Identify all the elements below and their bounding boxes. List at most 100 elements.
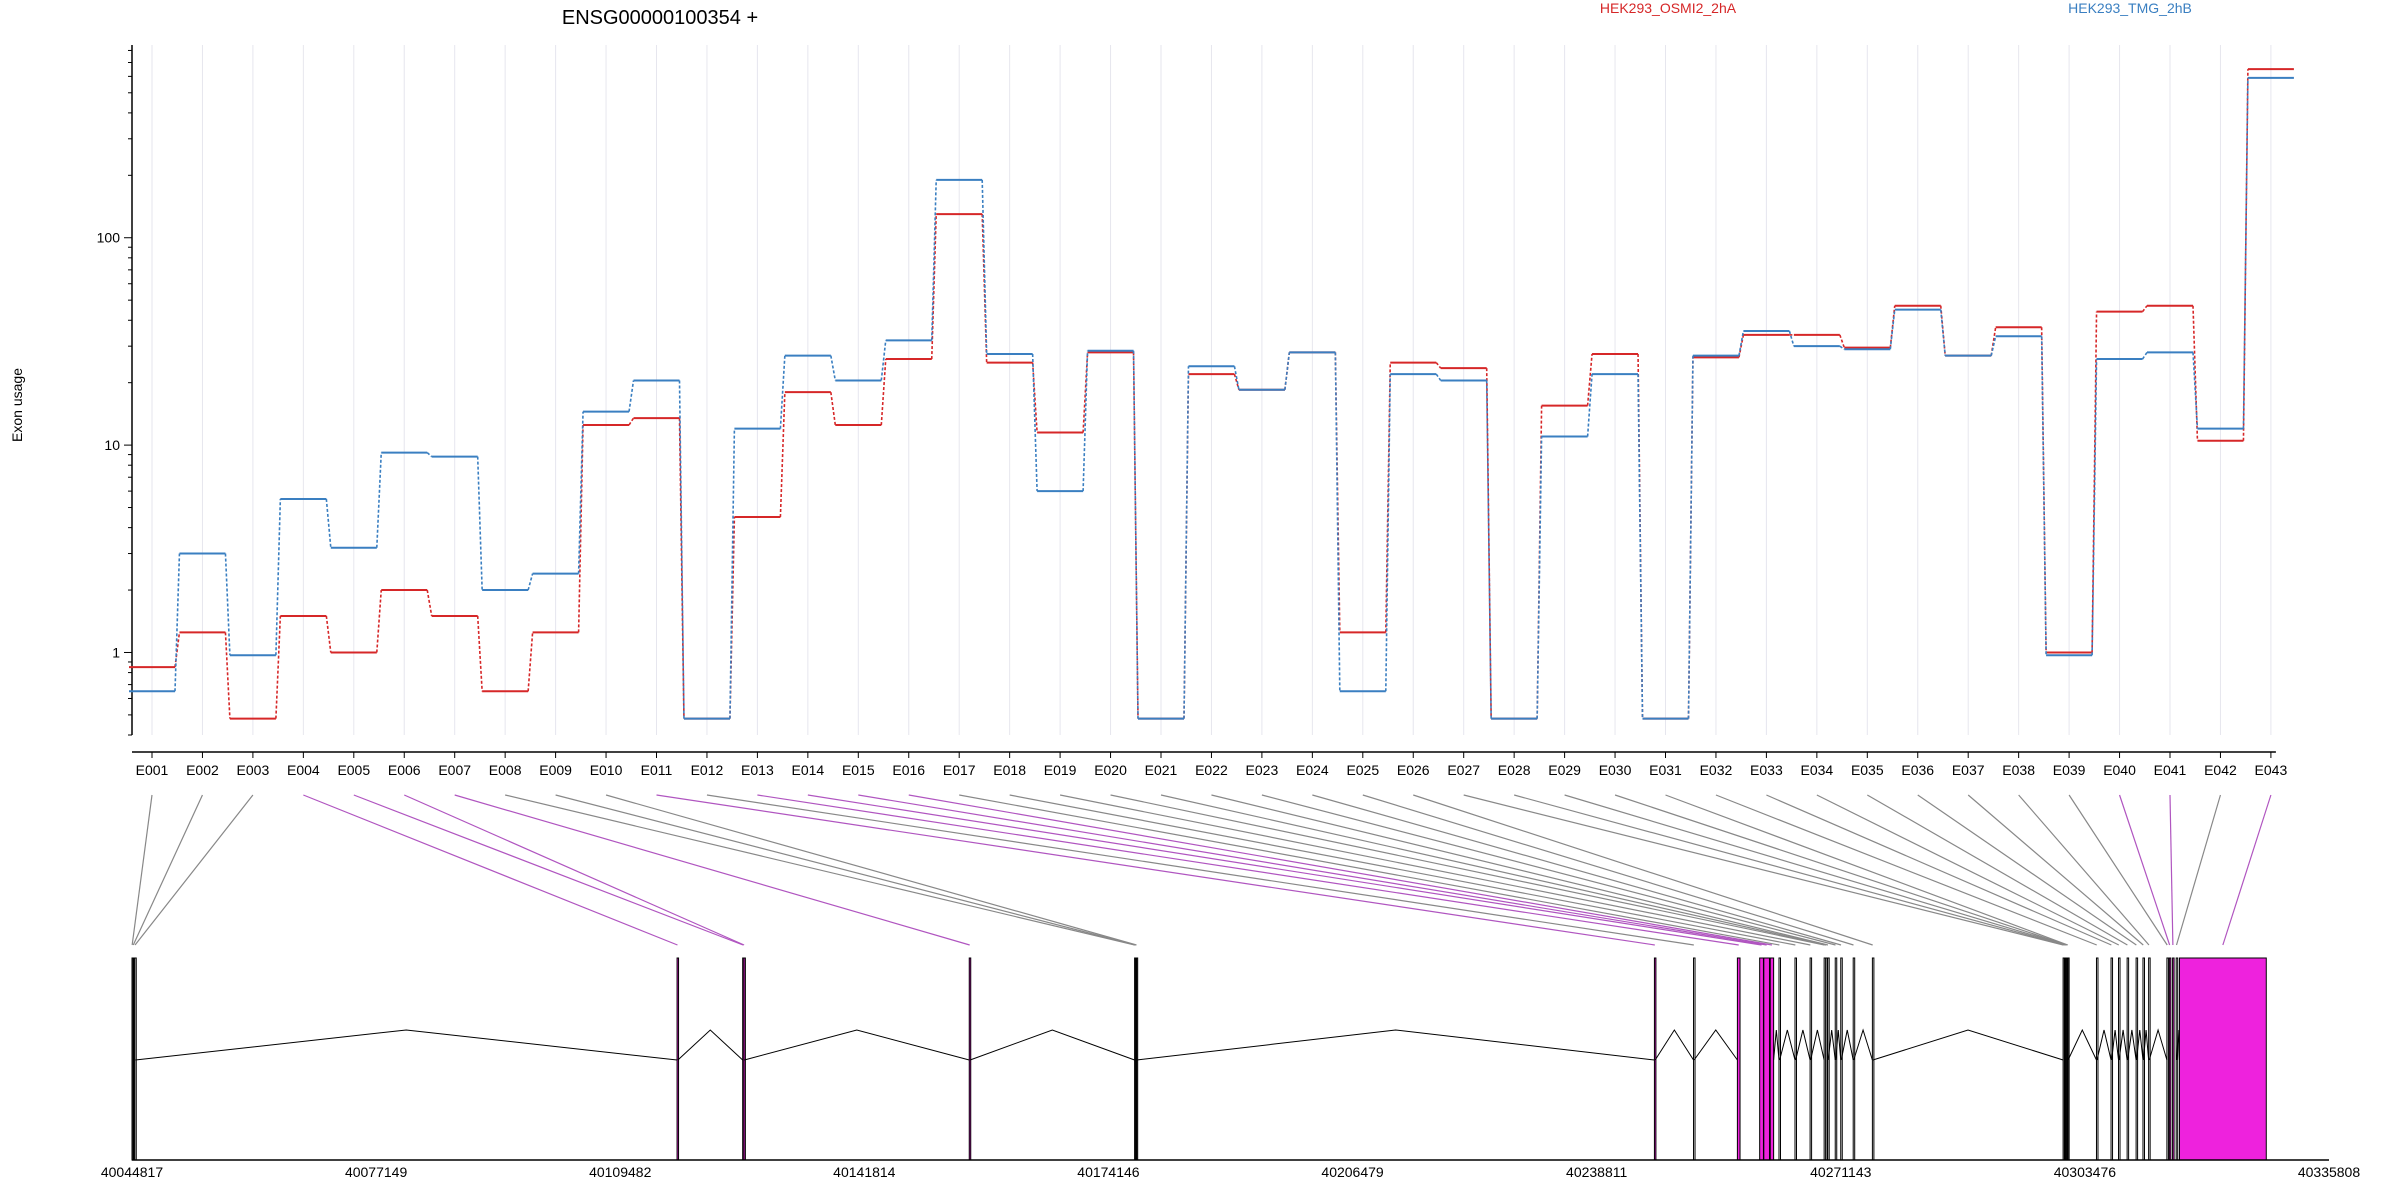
intron-line <box>969 1029 1135 1061</box>
intron-line <box>1835 1029 1842 1061</box>
series-connector <box>1031 362 1038 433</box>
exon-box <box>1736 957 1741 1161</box>
series-connector <box>981 179 988 355</box>
exon-connector <box>1413 794 1873 946</box>
x-tick-label: E013 <box>741 762 774 778</box>
x-tick-label: E006 <box>388 762 421 778</box>
intron-line <box>1827 1029 1836 1061</box>
intron-line <box>2111 1029 2120 1061</box>
coordinate-tick-label: 40044817 <box>101 1164 164 1180</box>
x-tick-label: E009 <box>539 762 572 778</box>
x-tick-label: E005 <box>337 762 370 778</box>
series-connector <box>1637 374 1644 719</box>
x-tick-label: E004 <box>287 762 320 778</box>
series-connector <box>779 392 786 518</box>
exon-connector <box>131 794 153 946</box>
series-connector <box>1738 334 1745 358</box>
intron-line <box>2127 1029 2137 1061</box>
exon-connector <box>2018 794 2150 946</box>
exon-box <box>968 957 972 1161</box>
series-connector <box>2141 351 2148 360</box>
legend: HEK293_OSMI2_2hA HEK293_TMG_2hB <box>1600 0 2192 16</box>
intron-line <box>1853 1028 1873 1061</box>
exon-connector <box>858 794 1767 946</box>
x-tick-label: E026 <box>1397 762 1430 778</box>
gene-model <box>131 957 2267 1161</box>
series-connector <box>325 498 332 548</box>
coordinate-tick-label: 40335808 <box>2298 1164 2361 1180</box>
intron-line <box>1693 1029 1738 1061</box>
series-connector <box>880 358 887 426</box>
exon-connector <box>1160 794 1827 946</box>
intron-line <box>1654 1029 1694 1061</box>
exon-connector <box>1261 794 1836 946</box>
x-tick-label: E018 <box>993 762 1026 778</box>
vertical-grid <box>151 45 2272 735</box>
series-connector <box>275 498 282 656</box>
x-tick-label: E032 <box>1700 762 1733 778</box>
exon-connector <box>1816 794 2120 946</box>
exon-connector <box>404 794 745 946</box>
series-connector <box>275 615 282 719</box>
series-connector <box>325 615 332 653</box>
exon-connector <box>134 794 254 946</box>
x-tick-label: E031 <box>1649 762 1682 778</box>
series-connector <box>1990 336 1997 356</box>
coordinate-tick-label: 40174146 <box>1077 1164 1140 1180</box>
series-connector <box>830 355 837 381</box>
exon-connector <box>1009 794 1796 946</box>
coordinate-tick-label: 40206479 <box>1321 1164 1384 1180</box>
exon-connector <box>505 794 1135 946</box>
x-tick-label: E033 <box>1750 762 1783 778</box>
chart-title: ENSG00000100354 + <box>562 7 758 29</box>
exon-box <box>743 957 746 1161</box>
series-connector <box>729 428 736 719</box>
series-connector <box>1334 352 1341 692</box>
series-connector <box>930 179 937 341</box>
series-connector <box>2040 336 2047 656</box>
exon-box <box>2178 957 2267 1161</box>
x-tick-label: E007 <box>438 762 471 778</box>
x-tick-label: E038 <box>2002 762 2035 778</box>
exon-connector <box>1766 794 2112 946</box>
exon-connector <box>132 794 203 946</box>
x-tick-label: E030 <box>1599 762 1632 778</box>
series-connector <box>577 424 584 633</box>
x-tick-label: E012 <box>691 762 724 778</box>
exon-connector <box>1211 794 1829 946</box>
exon-connector <box>2222 794 2272 946</box>
series-connector <box>880 340 887 381</box>
x-tick-label: E001 <box>136 762 169 778</box>
intron-line <box>1795 1029 1811 1061</box>
series-connector <box>930 214 937 360</box>
x-tick-label: E024 <box>1296 762 1329 778</box>
x-tick-label: E011 <box>641 762 673 778</box>
x-tick-label: E025 <box>1346 762 1379 778</box>
x-tick-label: E043 <box>2255 762 2288 778</box>
series-connector <box>628 380 635 412</box>
x-tick-label: E021 <box>1145 762 1178 778</box>
exon-connector <box>1513 794 2065 946</box>
series-connector <box>1385 374 1392 692</box>
x-tick-label: E036 <box>1901 762 1934 778</box>
series-connector <box>426 452 433 458</box>
series-connector <box>1586 353 1593 406</box>
series-connector <box>2192 352 2199 429</box>
series-connector <box>476 456 483 591</box>
x-tick-label: E023 <box>1246 762 1279 778</box>
intron-line <box>2067 1028 2097 1061</box>
x-tick-label: E010 <box>590 762 623 778</box>
x-tick-label: E022 <box>1195 762 1228 778</box>
exon-connector <box>656 794 1655 946</box>
exon-box <box>1769 957 1775 1161</box>
x-tick-label: E020 <box>1094 762 1127 778</box>
exon-connector <box>1110 794 1825 946</box>
exon-connector <box>807 794 1762 946</box>
exon-connector <box>1564 794 2066 946</box>
x-tick-label: E041 <box>2154 762 2187 778</box>
exon-box <box>1871 957 1875 1161</box>
x-tick-label: E015 <box>842 762 875 778</box>
exon-connector <box>555 794 1136 946</box>
coordinate-tick-label: 40303476 <box>2054 1164 2117 1180</box>
series-connector <box>2242 69 2249 441</box>
